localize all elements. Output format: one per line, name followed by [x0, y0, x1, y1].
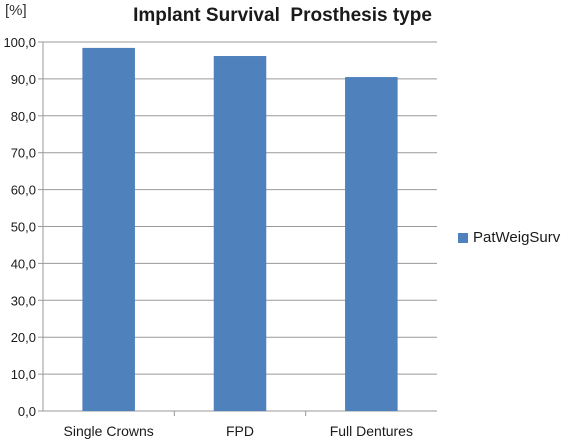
bar	[213, 56, 267, 411]
x-tick-label: FPD	[226, 423, 254, 439]
chart-title: Implant Survival Prosthesis type	[133, 5, 432, 26]
y-tick-label: 40,0	[11, 256, 36, 271]
y-tick-label: 70,0	[11, 146, 36, 161]
y-tick-label: 10,0	[11, 367, 36, 382]
y-tick-label: 100,0	[3, 35, 36, 50]
y-tick-label: 0,0	[18, 404, 36, 419]
x-tick-label: Single Crowns	[64, 423, 154, 439]
legend-label: PatWeigSurv	[473, 229, 561, 246]
y-tick-label: 60,0	[11, 183, 36, 198]
y-tick-label: 20,0	[11, 330, 36, 345]
legend-swatch	[458, 232, 468, 243]
x-tick-label: Full Dentures	[330, 423, 413, 439]
bar	[345, 77, 398, 412]
y-tick-label: 50,0	[11, 220, 36, 235]
y-tick-label: 30,0	[11, 293, 36, 308]
legend: PatWeigSurv	[458, 229, 560, 246]
bar	[82, 47, 135, 412]
y-axis-unit-label: [%]	[5, 2, 27, 19]
y-tick-label: 80,0	[11, 109, 36, 124]
y-tick-label: 90,0	[11, 72, 36, 87]
